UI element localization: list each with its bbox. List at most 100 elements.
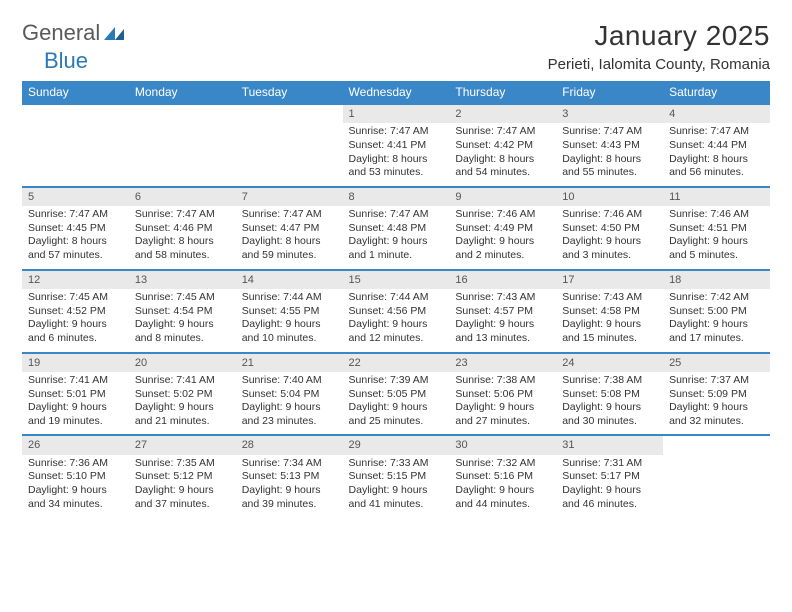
day-data-cell: Sunrise: 7:32 AMSunset: 5:16 PMDaylight:…	[449, 455, 556, 518]
daylight-line: Daylight: 9 hours and 15 minutes.	[562, 318, 657, 345]
day-data-cell	[236, 123, 343, 187]
calendar-table: Sunday Monday Tuesday Wednesday Thursday…	[22, 81, 770, 517]
sunset-line: Sunset: 5:13 PM	[242, 470, 337, 484]
daylight-line: Daylight: 8 hours and 59 minutes.	[242, 235, 337, 262]
daylight-line: Daylight: 9 hours and 23 minutes.	[242, 401, 337, 428]
sunrise-line: Sunrise: 7:47 AM	[135, 208, 230, 222]
day-number-cell: 27	[129, 435, 236, 454]
daylight-line: Daylight: 9 hours and 19 minutes.	[28, 401, 123, 428]
sunset-line: Sunset: 4:55 PM	[242, 305, 337, 319]
daylight-line: Daylight: 9 hours and 12 minutes.	[349, 318, 444, 345]
sunrise-line: Sunrise: 7:39 AM	[349, 374, 444, 388]
day-data-cell: Sunrise: 7:42 AMSunset: 5:00 PMDaylight:…	[663, 289, 770, 353]
sunrise-line: Sunrise: 7:40 AM	[242, 374, 337, 388]
day-data-cell: Sunrise: 7:38 AMSunset: 5:08 PMDaylight:…	[556, 372, 663, 436]
sunrise-line: Sunrise: 7:44 AM	[349, 291, 444, 305]
day-number-cell: 4	[663, 104, 770, 123]
sunrise-line: Sunrise: 7:41 AM	[135, 374, 230, 388]
logo-text-general: General	[22, 20, 100, 46]
daylight-line: Daylight: 9 hours and 17 minutes.	[669, 318, 764, 345]
sunrise-line: Sunrise: 7:33 AM	[349, 457, 444, 471]
day-data-cell	[129, 123, 236, 187]
sunrise-line: Sunrise: 7:37 AM	[669, 374, 764, 388]
sunrise-line: Sunrise: 7:31 AM	[562, 457, 657, 471]
day-number-cell: 15	[343, 270, 450, 289]
sunset-line: Sunset: 4:45 PM	[28, 222, 123, 236]
day-number-cell: 23	[449, 353, 556, 372]
daylight-line: Daylight: 8 hours and 53 minutes.	[349, 153, 444, 180]
sunrise-line: Sunrise: 7:47 AM	[28, 208, 123, 222]
sunset-line: Sunset: 4:52 PM	[28, 305, 123, 319]
day-number-cell: 10	[556, 187, 663, 206]
day-data-cell: Sunrise: 7:43 AMSunset: 4:58 PMDaylight:…	[556, 289, 663, 353]
weekday-header: Thursday	[449, 81, 556, 104]
weekday-header: Sunday	[22, 81, 129, 104]
sunrise-line: Sunrise: 7:47 AM	[349, 125, 444, 139]
day-data-cell: Sunrise: 7:44 AMSunset: 4:55 PMDaylight:…	[236, 289, 343, 353]
day-number-cell: 24	[556, 353, 663, 372]
day-data-cell: Sunrise: 7:47 AMSunset: 4:48 PMDaylight:…	[343, 206, 450, 270]
daylight-line: Daylight: 8 hours and 56 minutes.	[669, 153, 764, 180]
day-data-cell: Sunrise: 7:46 AMSunset: 4:51 PMDaylight:…	[663, 206, 770, 270]
day-number-cell: 26	[22, 435, 129, 454]
sunset-line: Sunset: 5:09 PM	[669, 388, 764, 402]
sunrise-line: Sunrise: 7:38 AM	[562, 374, 657, 388]
day-data-cell	[22, 123, 129, 187]
day-data-cell: Sunrise: 7:40 AMSunset: 5:04 PMDaylight:…	[236, 372, 343, 436]
sunrise-line: Sunrise: 7:46 AM	[669, 208, 764, 222]
sunrise-line: Sunrise: 7:35 AM	[135, 457, 230, 471]
data-row: Sunrise: 7:36 AMSunset: 5:10 PM Daylight:…	[22, 455, 770, 518]
sunrise-line: Sunrise: 7:41 AM	[28, 374, 123, 388]
sunset-line: Sunset: 5:08 PM	[562, 388, 657, 402]
day-number-cell: 8	[343, 187, 450, 206]
day-number-cell: 1	[343, 104, 450, 123]
day-number-cell: 21	[236, 353, 343, 372]
sunrise-line: Sunrise: 7:47 AM	[349, 208, 444, 222]
day-data-cell: Sunrise: 7:47 AMSunset: 4:44 PMDaylight:…	[663, 123, 770, 187]
sunrise-line: Sunrise: 7:47 AM	[455, 125, 550, 139]
sunrise-line: Sunrise: 7:43 AM	[562, 291, 657, 305]
day-data-cell: Sunrise: 7:47 AMSunset: 4:41 PMDaylight:…	[343, 123, 450, 187]
sunrise-line: Sunrise: 7:47 AM	[562, 125, 657, 139]
day-number-cell	[663, 435, 770, 454]
daylight-line: Daylight: 9 hours and 6 minutes.	[28, 318, 123, 345]
day-number-cell: 5	[22, 187, 129, 206]
sunrise-line: Sunrise: 7:34 AM	[242, 457, 337, 471]
sunrise-line: Sunrise: 7:36 AM	[28, 457, 123, 471]
sunset-line: Sunset: 5:10 PM	[28, 470, 123, 484]
day-data-cell: Sunrise: 7:47 AMSunset: 4:45 PMDaylight:…	[22, 206, 129, 270]
sunset-line: Sunset: 4:48 PM	[349, 222, 444, 236]
day-data-cell: Sunrise: 7:44 AMSunset: 4:56 PMDaylight:…	[343, 289, 450, 353]
day-data-cell: Sunrise: 7:41 AMSunset: 5:01 PMDaylight:…	[22, 372, 129, 436]
day-number-cell: 25	[663, 353, 770, 372]
daylight-line: Daylight: 9 hours and 1 minute.	[349, 235, 444, 262]
daylight-line: Daylight: 9 hours and 8 minutes.	[135, 318, 230, 345]
sunset-line: Sunset: 4:49 PM	[455, 222, 550, 236]
daynum-row: 19202122232425	[22, 353, 770, 372]
day-data-cell: Sunrise: 7:46 AMSunset: 4:50 PMDaylight:…	[556, 206, 663, 270]
title-block: January 2025 Perieti, Ialomita County, R…	[548, 20, 770, 73]
daylight-line: Daylight: 9 hours and 44 minutes.	[455, 484, 550, 511]
daylight-line: Daylight: 9 hours and 27 minutes.	[455, 401, 550, 428]
daynum-row: 262728293031	[22, 435, 770, 454]
day-number-cell: 29	[343, 435, 450, 454]
sunset-line: Sunset: 4:56 PM	[349, 305, 444, 319]
sunset-line: Sunset: 4:43 PM	[562, 139, 657, 153]
day-data-cell: Sunrise: 7:47 AMSunset: 4:42 PMDaylight:…	[449, 123, 556, 187]
weekday-header: Saturday	[663, 81, 770, 104]
day-number-cell: 2	[449, 104, 556, 123]
daynum-row: 12131415161718	[22, 270, 770, 289]
day-number-cell: 3	[556, 104, 663, 123]
day-number-cell: 22	[343, 353, 450, 372]
weekday-header: Monday	[129, 81, 236, 104]
day-data-cell: Sunrise: 7:37 AMSunset: 5:09 PMDaylight:…	[663, 372, 770, 436]
day-data-cell: Sunrise: 7:33 AMSunset: 5:15 PMDaylight:…	[343, 455, 450, 518]
sunset-line: Sunset: 4:57 PM	[455, 305, 550, 319]
sunset-line: Sunset: 5:00 PM	[669, 305, 764, 319]
sunrise-line: Sunrise: 7:32 AM	[455, 457, 550, 471]
data-row: Sunrise: 7:45 AMSunset: 4:52 PMDaylight:…	[22, 289, 770, 353]
day-number-cell: 7	[236, 187, 343, 206]
sunset-line: Sunset: 5:15 PM	[349, 470, 444, 484]
sunset-line: Sunset: 5:05 PM	[349, 388, 444, 402]
daylight-line: Daylight: 9 hours and 37 minutes.	[135, 484, 230, 511]
